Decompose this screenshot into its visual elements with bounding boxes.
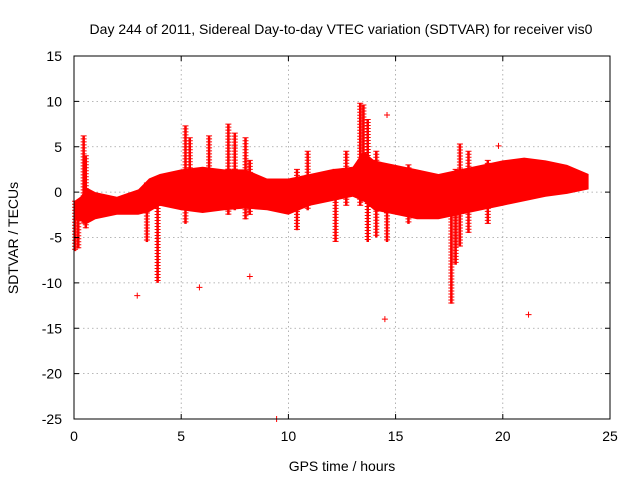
x-tick-label: 0 <box>70 428 78 444</box>
spike-markers <box>484 159 491 224</box>
spike-markers <box>246 159 253 215</box>
data-points <box>72 102 589 422</box>
spike-markers <box>154 178 161 281</box>
data-point-outlier <box>196 284 203 291</box>
data-point-outlier <box>246 273 253 280</box>
spike-markers <box>231 132 238 209</box>
spike-markers <box>373 150 380 236</box>
y-tick-label: 0 <box>54 184 62 200</box>
x-tick-label: 5 <box>177 428 185 444</box>
y-tick-label: 10 <box>46 93 62 109</box>
data-point-outlier <box>134 292 141 299</box>
y-tick-label: -25 <box>42 411 62 427</box>
data-spike <box>373 150 380 238</box>
data-spike <box>405 164 412 224</box>
spike-markers <box>186 137 193 211</box>
data-spike <box>304 150 311 211</box>
data-spike <box>343 150 350 206</box>
spike-markers <box>242 137 249 220</box>
data-spike <box>182 125 189 224</box>
y-tick-label: -5 <box>50 230 63 246</box>
axis-ticks <box>73 55 611 420</box>
data-spike <box>364 119 371 243</box>
data-point-outlier <box>384 111 391 118</box>
spike-markers <box>357 102 364 206</box>
y-axis-label: SDTVAR / TECUs <box>5 182 21 294</box>
spike-markers <box>304 150 311 209</box>
data-spike <box>154 178 161 283</box>
spike-markers <box>465 150 472 233</box>
data-spike <box>72 200 79 252</box>
y-tick-label: 15 <box>46 48 62 64</box>
data-spike <box>186 137 193 211</box>
y-tick-label: -20 <box>42 366 62 382</box>
x-tick-label: 20 <box>495 428 511 444</box>
data-spike <box>456 143 463 247</box>
data-spike <box>465 150 472 233</box>
spike-markers <box>143 182 150 241</box>
spike-markers <box>225 123 232 215</box>
spike-markers <box>405 164 412 223</box>
spike-markers <box>364 119 371 240</box>
spike-markers <box>360 104 367 202</box>
data-spike <box>448 173 455 304</box>
x-tick-label: 10 <box>281 428 297 444</box>
spike-markers <box>206 135 213 209</box>
data-spike <box>384 164 391 243</box>
spike-markers <box>80 135 87 224</box>
data-spike <box>75 205 82 249</box>
data-point-outlier <box>381 316 388 323</box>
data-point-outlier <box>495 142 502 149</box>
data-spike <box>82 155 89 229</box>
y-tick-label: -10 <box>42 275 62 291</box>
data-spike <box>231 132 238 211</box>
spike-markers <box>293 168 300 230</box>
x-tick-label: 25 <box>602 428 618 444</box>
y-tick-labels: -25 -20 -15 -10 -5 0 5 10 15 <box>42 48 62 427</box>
data-spike <box>484 159 491 224</box>
data-spike <box>357 102 364 206</box>
y-tick-label: -15 <box>42 320 62 336</box>
spike-markers <box>182 125 189 223</box>
spike-markers <box>82 155 89 229</box>
x-tick-label: 15 <box>388 428 404 444</box>
spike-markers <box>452 168 459 263</box>
data-point-outlier <box>525 311 532 318</box>
data-spike <box>293 168 300 231</box>
y-tick-label: 5 <box>54 139 62 155</box>
data-spike <box>360 104 367 202</box>
spike-markers <box>343 150 350 206</box>
spike-markers <box>448 173 455 304</box>
spike-markers <box>456 143 463 247</box>
spike-markers <box>72 200 79 250</box>
spike-markers <box>332 168 339 242</box>
data-spike <box>143 182 150 243</box>
data-spike <box>225 123 232 215</box>
data-spike <box>206 135 213 211</box>
chart-title: Day 244 of 2011, Sidereal Day-to-day VTE… <box>90 21 593 37</box>
spike-markers <box>384 164 391 241</box>
data-spike <box>246 159 253 215</box>
data-spike <box>332 168 339 243</box>
data-spike <box>452 168 459 265</box>
x-tick-labels: 0 5 10 15 20 25 <box>70 428 618 444</box>
x-axis-label: GPS time / hours <box>289 458 396 474</box>
data-spike <box>242 137 249 220</box>
spike-markers <box>75 205 82 249</box>
